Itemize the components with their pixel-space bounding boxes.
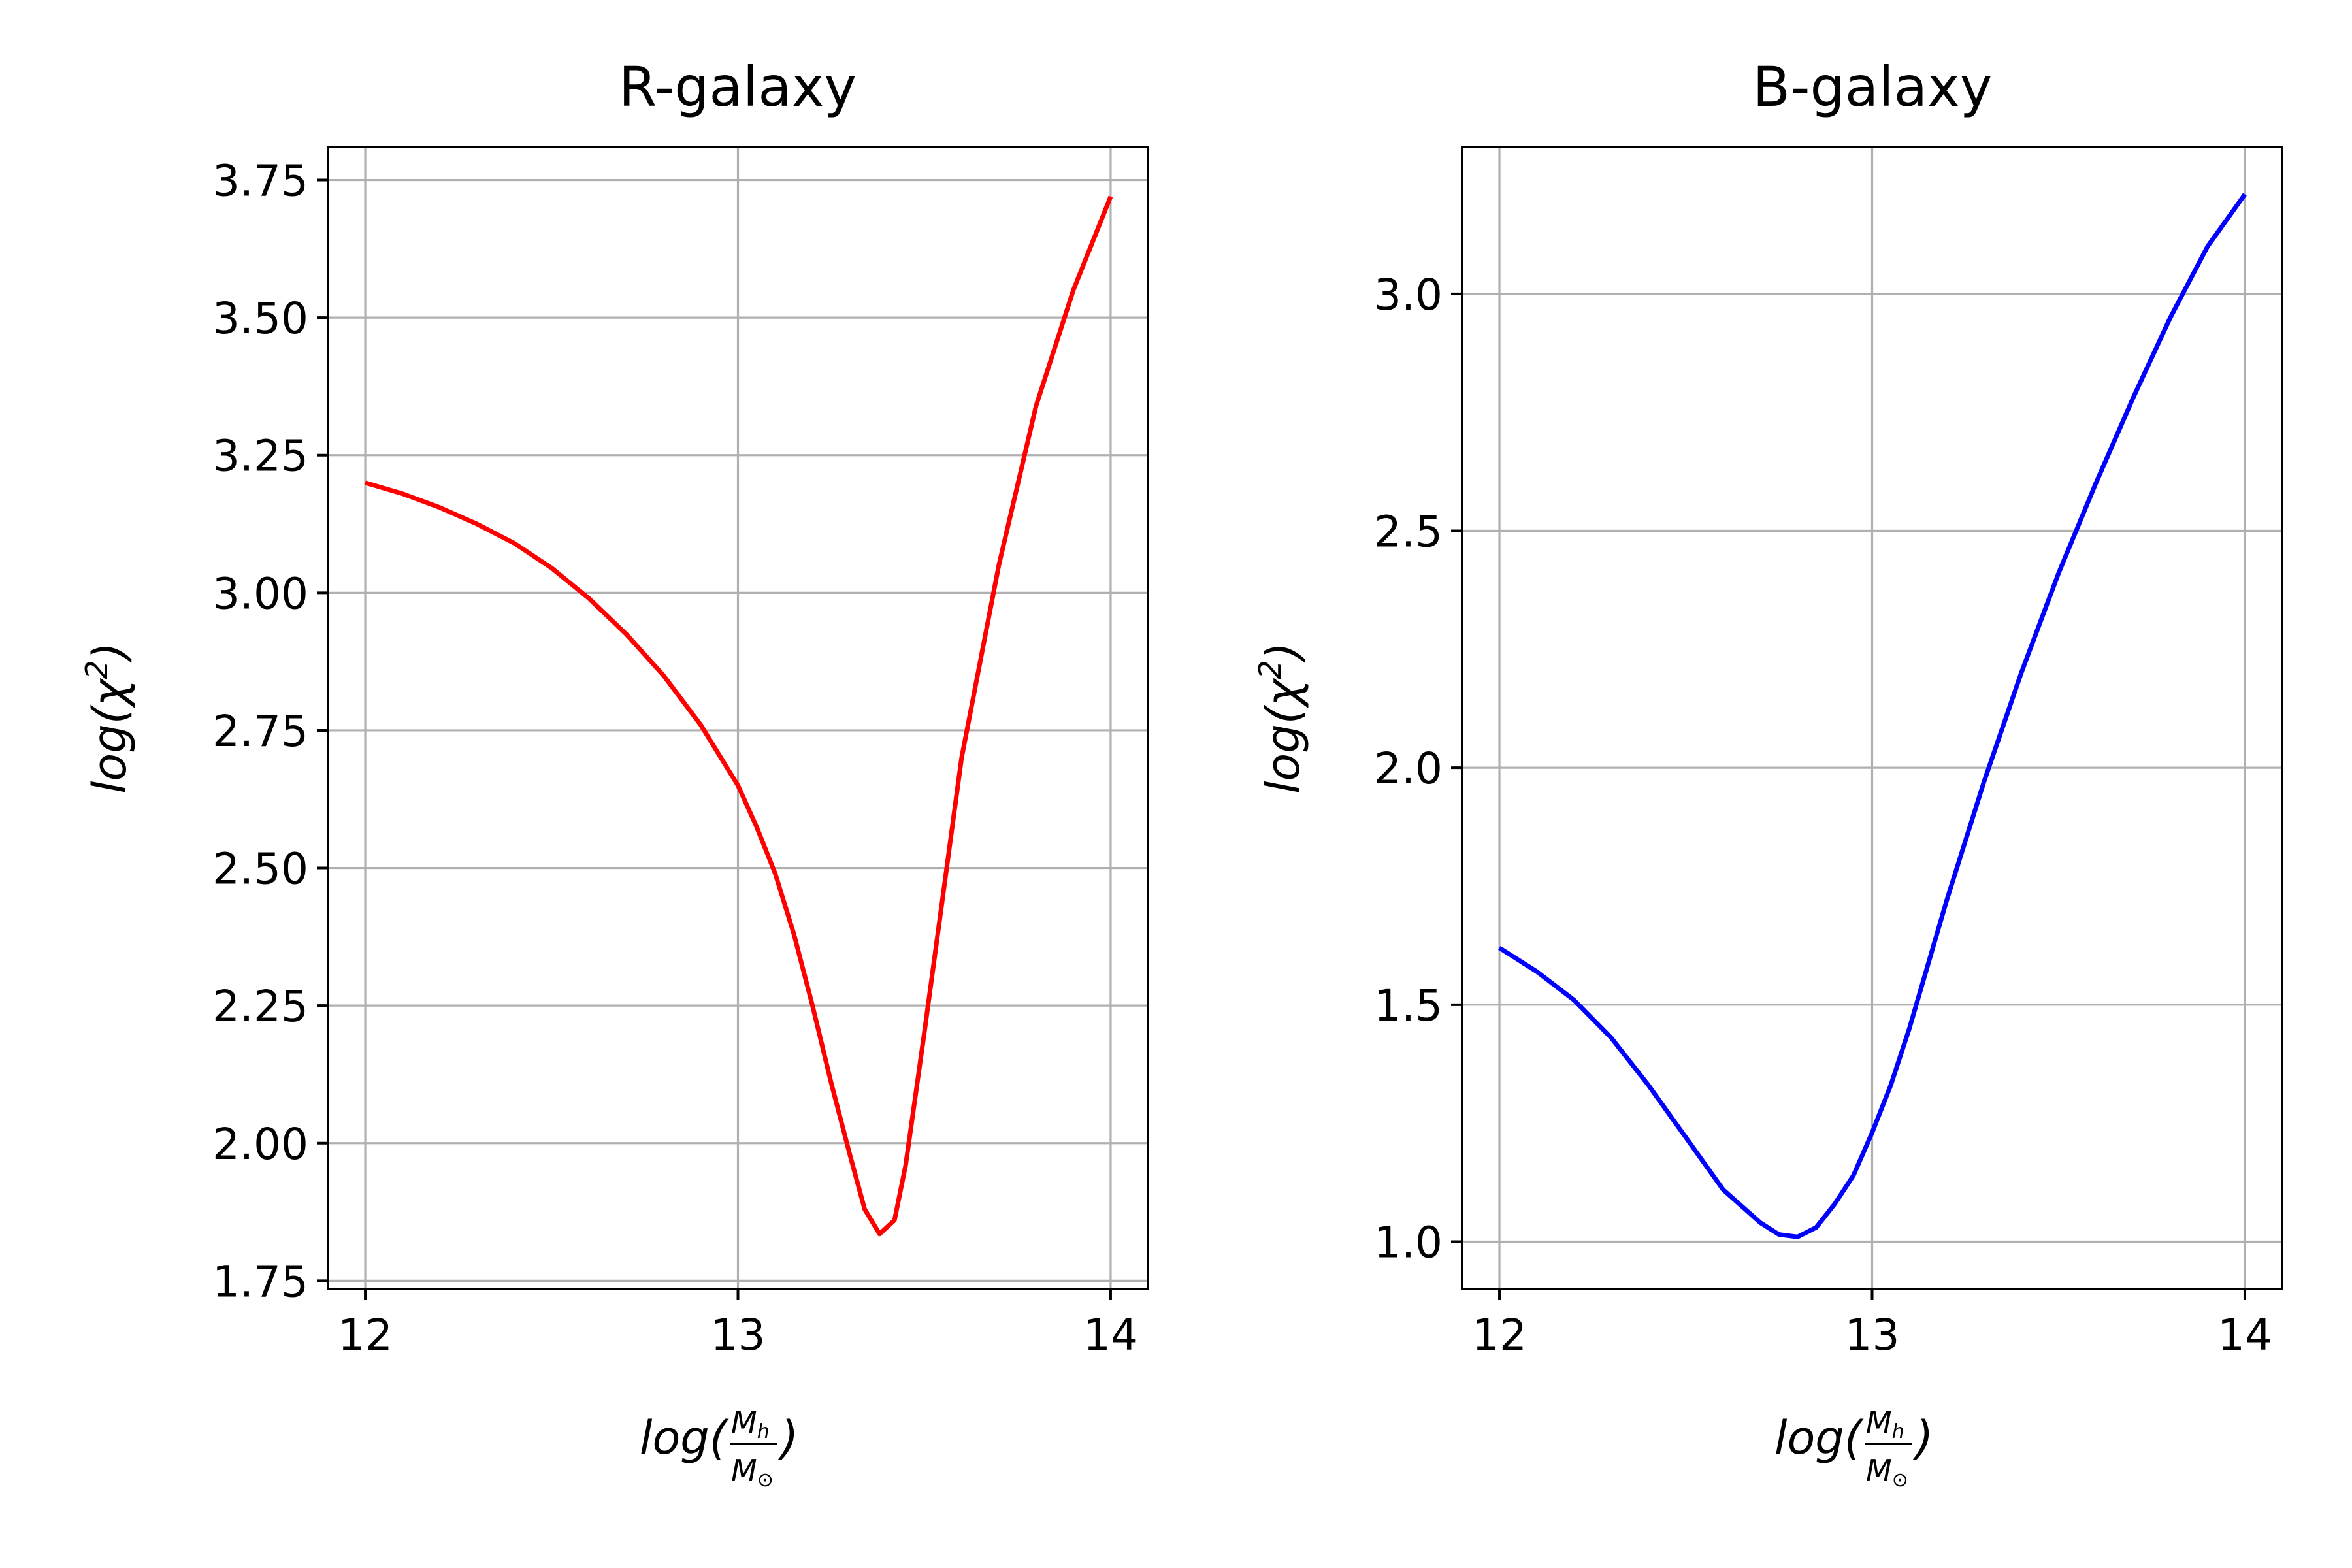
y-tick-label: 1.75 [212, 1256, 308, 1307]
panel-title-b: B-galaxy [1753, 55, 1993, 119]
x-tick-label: 12 [1472, 1310, 1527, 1360]
gridlines-r [328, 147, 1148, 1289]
series-layer-b [1498, 193, 2247, 1239]
gridlines-b [1462, 147, 2282, 1289]
y-tick-label: 1.5 [1374, 981, 1443, 1031]
y-tick-label: 3.0 [1374, 270, 1443, 320]
y-tick-label: 1.0 [1374, 1217, 1443, 1267]
chart-panel-r-galaxy: 12 13 14 1.75 2.00 2.25 2.50 2.75 3.00 3.25 3.50 3.… [79, 55, 1149, 1492]
y-tick-label: 2.5 [1374, 507, 1443, 557]
y-tick-label: 3.75 [212, 156, 308, 206]
x-tick-label: 14 [1083, 1310, 1138, 1360]
series-line [1498, 193, 2247, 1239]
y-tick-label: 3.25 [212, 431, 308, 482]
series-layer-r [365, 195, 1113, 1237]
x-axis-label-b: log( Mh M⊙ ) [1774, 1405, 1933, 1492]
panel-title-r: R-galaxy [619, 55, 857, 119]
x-axis-label-b-numerator: Mh [1866, 1405, 1904, 1443]
ticks-b: 12 13 14 1.0 1.5 2.0 2.5 3.0 [1374, 270, 2272, 1360]
y-tick-label: 3.00 [212, 568, 308, 619]
series-line [365, 195, 1113, 1237]
x-axis-label-r-close: ) [777, 1411, 798, 1465]
x-tick-label: 14 [2217, 1310, 2272, 1360]
ticks-r: 12 13 14 1.75 2.00 2.25 2.50 2.75 3.00 3.25 3.50 3.… [212, 156, 1138, 1360]
y-tick-label: 2.25 [212, 981, 308, 1032]
x-tick-label: 12 [338, 1310, 393, 1360]
x-axis-label-r-log: log( [640, 1411, 729, 1465]
y-tick-label: 2.50 [212, 844, 308, 894]
x-axis-label-b-log: log( [1774, 1411, 1864, 1465]
x-tick-label: 13 [711, 1310, 766, 1360]
x-tick-label: 13 [1845, 1310, 1900, 1360]
y-tick-label: 3.50 [212, 293, 308, 344]
x-axis-label-b-close: ) [1912, 1411, 1933, 1465]
y-tick-label: 2.75 [212, 706, 308, 757]
chart-panel-b-galaxy: 12 13 14 1.0 1.5 2.0 2.5 3.0 B-galaxy log( Mh M… [1252, 55, 2283, 1492]
y-tick-label: 2.00 [212, 1119, 308, 1169]
y-tick-label: 2.0 [1374, 743, 1443, 794]
